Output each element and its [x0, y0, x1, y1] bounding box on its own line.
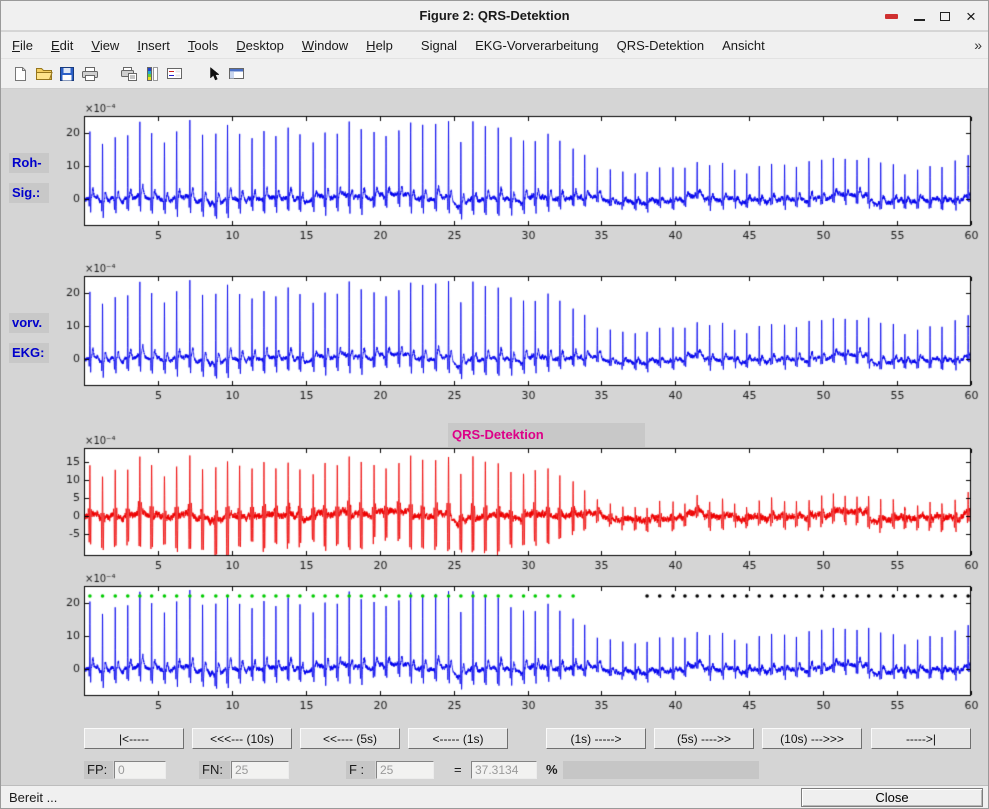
legend-icon[interactable] — [163, 62, 186, 86]
menubar: File Edit View Insert Tools Desktop Wind… — [1, 32, 988, 59]
titlebar[interactable]: Figure 2: QRS-Detektion × — [1, 1, 988, 31]
result-input[interactable] — [471, 761, 537, 779]
menu-overflow-icon[interactable]: » — [974, 37, 982, 53]
menu-window[interactable]: Window — [293, 33, 357, 58]
nav-fwd-5s-button[interactable]: (5s) ---->> — [654, 728, 754, 749]
nav-back-5s-button[interactable]: <<---- (5s) — [300, 728, 400, 749]
f-input[interactable] — [376, 761, 434, 779]
raw-signal-label-line1: Roh- — [9, 153, 49, 173]
window-controls: × — [885, 1, 984, 31]
print-preview-icon[interactable] — [117, 62, 140, 86]
close-icon: × — [966, 8, 976, 25]
maximize-icon — [940, 12, 950, 21]
save-figure-icon[interactable] — [55, 62, 78, 86]
menu-insert[interactable]: Insert — [128, 33, 179, 58]
menu-file[interactable]: File — [3, 33, 42, 58]
menu-ansicht[interactable]: Ansicht — [713, 33, 774, 58]
menu-edit[interactable]: Edit — [42, 33, 82, 58]
statusbar: Bereit ... Close — [1, 785, 988, 808]
figure-canvas-area: Roh- Sig.: vorv. EKG: QRS-Detektion |<--… — [1, 89, 989, 787]
raw-signal-label-line2: Sig.: — [9, 183, 49, 203]
nav-back-10s-button[interactable]: <<<--- (10s) — [192, 728, 292, 749]
nav-fwd-1s-button[interactable]: (1s) -----> — [546, 728, 646, 749]
menu-desktop[interactable]: Desktop — [227, 33, 293, 58]
close-window-button[interactable]: × — [958, 4, 984, 28]
status-text: Bereit ... — [9, 790, 57, 805]
nav-end-button[interactable]: ----->| — [871, 728, 971, 749]
fp-input[interactable] — [114, 761, 166, 779]
menu-tools[interactable]: Tools — [179, 33, 227, 58]
print-figure-icon[interactable] — [78, 62, 101, 86]
fn-label: FN: — [199, 761, 230, 779]
window-title: Figure 2: QRS-Detektion — [1, 8, 988, 23]
minimize-icon — [914, 19, 925, 21]
maximize-button[interactable] — [932, 4, 958, 28]
nav-back-1s-button[interactable]: <----- (1s) — [408, 728, 508, 749]
menu-view[interactable]: View — [82, 33, 128, 58]
prep-signal-label-line1: vorv. — [9, 313, 49, 333]
qrs-detection-title: QRS-Detektion — [448, 423, 544, 447]
menu-qrs-detektion[interactable]: QRS-Detektion — [608, 33, 713, 58]
equals-sign: = — [454, 762, 462, 777]
qrs-detection-title-box: QRS-Detektion — [448, 423, 645, 447]
plot-browser-icon[interactable] — [225, 62, 248, 86]
new-figure-icon[interactable] — [9, 62, 32, 86]
menu-ekg-vorverarbeitung[interactable]: EKG-Vorverarbeitung — [466, 33, 608, 58]
pointer-icon[interactable] — [202, 62, 225, 86]
menu-signal[interactable]: Signal — [412, 33, 466, 58]
percent-sign: % — [546, 762, 558, 777]
open-file-icon[interactable] — [32, 62, 55, 86]
close-button[interactable]: Close — [801, 788, 983, 807]
titlebar-red-indicator-icon — [885, 14, 898, 19]
stats-spacer-box — [563, 761, 759, 779]
f-label: F : — [346, 761, 375, 779]
fn-input[interactable] — [231, 761, 289, 779]
nav-fwd-10s-button[interactable]: (10s) --->>> — [762, 728, 862, 749]
fp-label: FP: — [84, 761, 113, 779]
colorbar-icon[interactable] — [140, 62, 163, 86]
nav-begin-button[interactable]: |<----- — [84, 728, 184, 749]
figure-window: Figure 2: QRS-Detektion × File Edit View… — [0, 0, 989, 809]
menu-help[interactable]: Help — [357, 33, 402, 58]
minimize-button[interactable] — [906, 4, 932, 28]
figure-toolbar — [1, 59, 988, 89]
prep-signal-label-line2: EKG: — [9, 343, 49, 363]
